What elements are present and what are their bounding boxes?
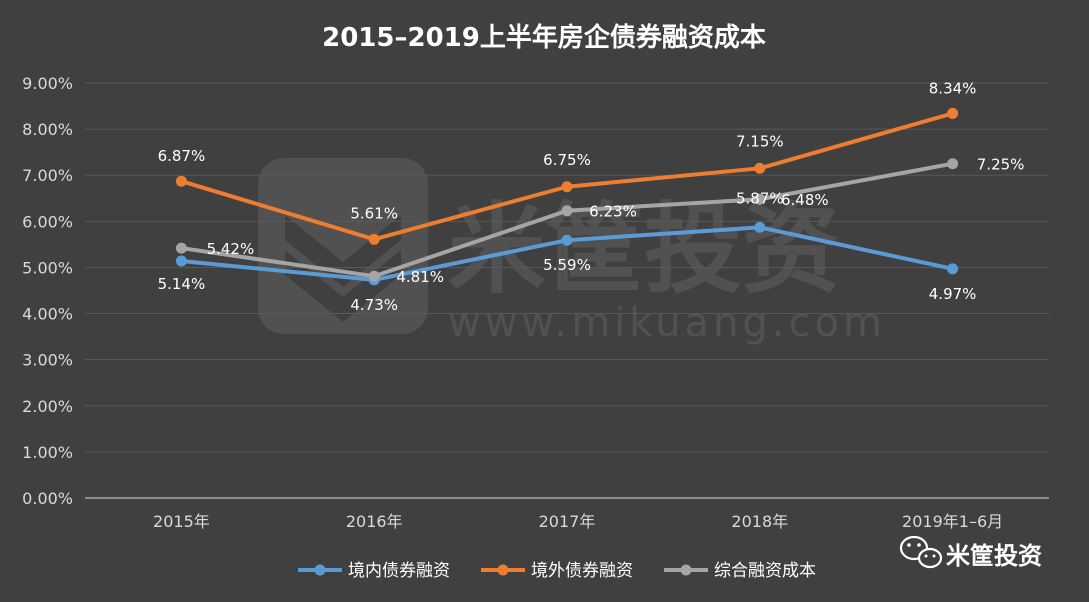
x-axis: 2015年 2016年 2017年 2018年 2019年1–6月 — [153, 512, 1003, 531]
legend: 境内债券融资 境外债券融资 综合融资成本 — [298, 561, 816, 581]
data-label: 4.73% — [350, 296, 398, 314]
y-tick-label: 7.00% — [22, 166, 73, 185]
y-tick-label: 6.00% — [22, 212, 73, 231]
data-point — [175, 242, 187, 254]
legend-label: 境内债券融资 — [348, 561, 450, 581]
y-axis: 0.00% 1.00% 2.00% 3.00% 4.00% 5.00% 6.00% 7.00%… — [22, 74, 73, 508]
data-point — [368, 233, 380, 245]
data-label: 8.34% — [929, 79, 977, 97]
data-point — [754, 162, 766, 174]
data-label: 6.75% — [543, 151, 591, 169]
data-point — [947, 158, 959, 170]
wechat-badge-label: 米筐投资 — [946, 542, 1042, 570]
data-point — [561, 234, 573, 246]
y-tick-label: 3.00% — [22, 351, 73, 370]
data-point — [947, 263, 959, 275]
data-labels: 5.14% 4.73% 5.59% 5.87% 4.97% 6.87% 5.61% 6.75%… — [158, 79, 1025, 313]
data-point — [561, 205, 573, 217]
x-tick-label: 2019年1–6月 — [902, 512, 1003, 531]
series-2 — [175, 107, 959, 245]
data-label: 6.87% — [158, 147, 206, 165]
y-tick-label: 0.00% — [22, 489, 73, 508]
watermark-url: www.mikuang.com — [448, 300, 886, 346]
legend-item: 境内债券融资 — [298, 561, 450, 581]
data-point — [175, 255, 187, 267]
watermark-logo — [258, 158, 428, 334]
x-tick-label: 2016年 — [346, 512, 403, 531]
data-label: 6.48% — [781, 191, 829, 209]
data-point — [561, 181, 573, 193]
data-label: 5.59% — [543, 256, 591, 274]
data-label: 5.61% — [350, 204, 398, 222]
y-tick-label: 4.00% — [22, 305, 73, 324]
data-label: 5.14% — [158, 275, 206, 293]
data-point — [368, 270, 380, 282]
data-label: 5.87% — [736, 189, 784, 207]
series-3 — [175, 158, 959, 282]
legend-item: 综合融资成本 — [664, 561, 816, 581]
data-point — [754, 193, 766, 205]
data-label: 7.25% — [977, 156, 1025, 174]
data-point — [754, 221, 766, 233]
wechat-badge: 米筐投资 — [899, 535, 1042, 570]
x-tick-label: 2018年 — [731, 512, 788, 531]
y-tick-label: 5.00% — [22, 258, 73, 277]
watermark-brand: 米筐投资 — [448, 193, 840, 307]
y-tick-label: 1.00% — [22, 443, 73, 462]
data-label: 5.42% — [207, 240, 255, 258]
legend-label: 境外债券融资 — [531, 561, 633, 581]
data-label: 4.97% — [929, 285, 977, 303]
y-tick-label: 9.00% — [22, 74, 73, 93]
legend-marker — [680, 564, 692, 576]
chart-title: 2015–2019上半年房企债券融资成本 — [322, 22, 766, 53]
data-point — [947, 107, 959, 119]
legend-label: 综合融资成本 — [714, 561, 816, 581]
data-label: 6.23% — [589, 203, 637, 221]
legend-item: 境外债券融资 — [481, 561, 633, 581]
grid-lines — [85, 82, 1049, 453]
watermark: 米筐投资 www.mikuang.com — [258, 158, 886, 346]
data-label: 7.15% — [736, 132, 784, 150]
data-point — [175, 175, 187, 187]
y-tick-label: 8.00% — [22, 120, 73, 139]
legend-marker — [314, 564, 326, 576]
data-label: 4.81% — [396, 268, 444, 286]
y-tick-label: 2.00% — [22, 397, 73, 416]
legend-marker — [497, 564, 509, 576]
x-tick-label: 2015年 — [153, 512, 210, 531]
wechat-icon — [899, 535, 943, 569]
series-group — [175, 107, 959, 286]
x-tick-label: 2017年 — [539, 512, 596, 531]
